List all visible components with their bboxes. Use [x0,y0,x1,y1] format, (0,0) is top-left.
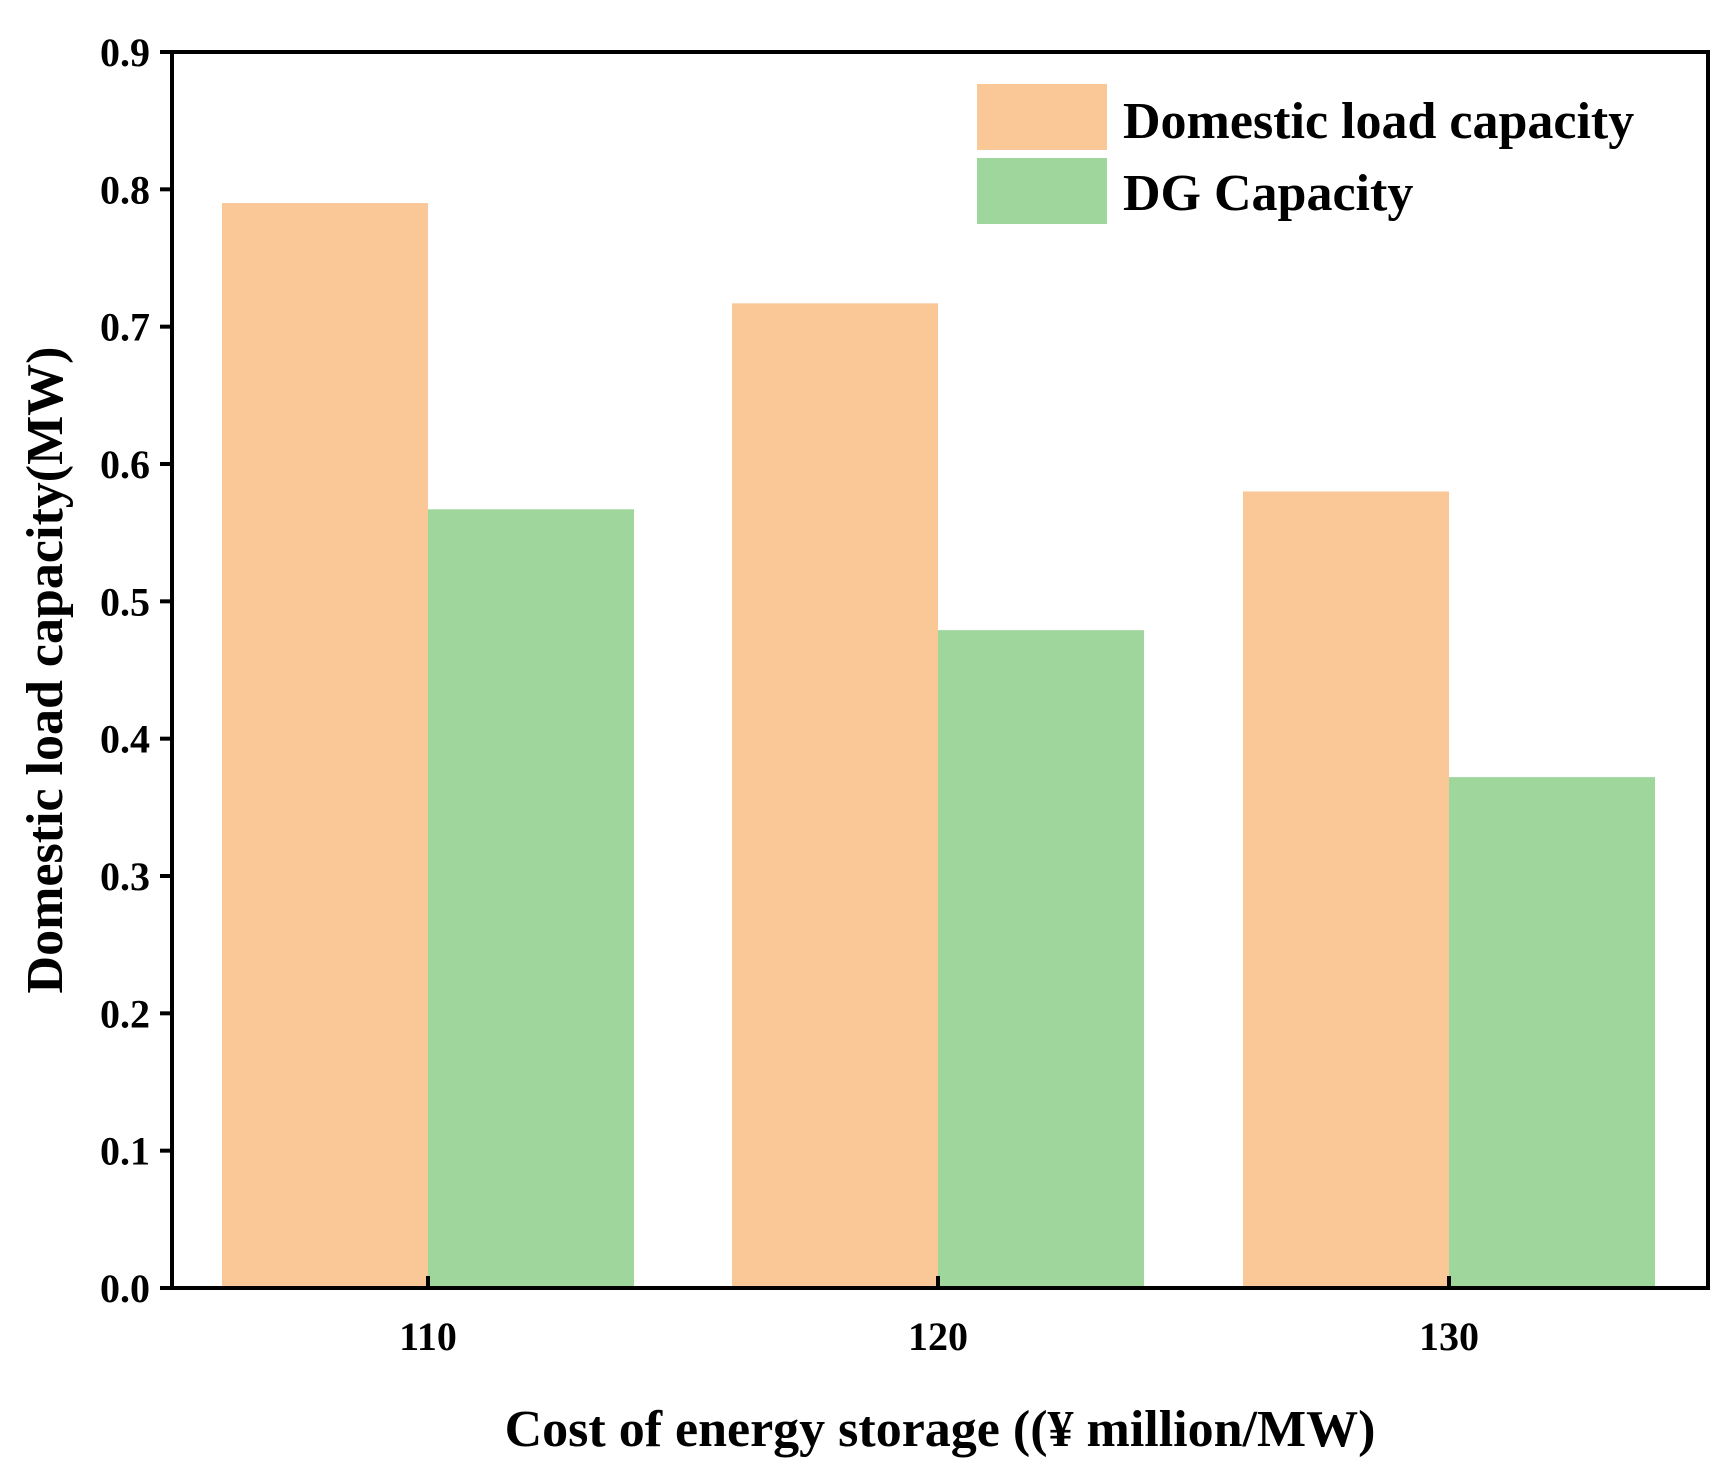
y-axis-title: Domestic load capacity(MW) [17,347,74,994]
y-tick-label-0.1: 0.1 [100,1129,150,1174]
x-tick-label-130: 130 [1419,1314,1479,1359]
bar-domestic-load-120 [732,303,938,1288]
x-tick-label-120: 120 [908,1314,968,1359]
legend-swatch-dg-capacity [977,158,1107,224]
legend-swatch-domestic-load [977,84,1107,150]
x-axis-title: Cost of energy storage ((¥ million/MW) [505,1401,1376,1458]
y-tick-label-0.5: 0.5 [100,579,150,624]
plot-area-frame [170,50,1710,1290]
bars-layer [222,203,1655,1289]
bar-dg-capacity-130 [1449,777,1655,1288]
y-tick-label-0.3: 0.3 [100,854,150,899]
y-tick-label-0.7: 0.7 [100,305,150,350]
bar-dg-capacity-120 [938,630,1144,1288]
y-tick-label-0.2: 0.2 [100,991,150,1036]
y-axis-ticks: 0.0 0.1 0.2 0.3 0.4 0.5 0.6 0.7 0.8 0.9 [100,30,172,1311]
legend-label-domestic-load: Domestic load capacity [1123,93,1634,150]
bar-domestic-load-130 [1243,491,1449,1288]
bar-domestic-load-110 [222,203,428,1289]
legend: Domestic load capacity DG Capacity [977,84,1634,224]
legend-label-dg-capacity: DG Capacity [1123,165,1413,222]
bar-dg-capacity-110 [428,509,634,1288]
y-tick-label-0.6: 0.6 [100,442,150,487]
y-tick-label-0.9: 0.9 [100,30,150,75]
y-tick-label-0.4: 0.4 [100,717,150,762]
x-axis-ticks: 110 120 130 [399,1276,1479,1359]
x-tick-label-110: 110 [399,1314,457,1359]
y-tick-label-0.8: 0.8 [100,167,150,212]
y-tick-label-0.0: 0.0 [100,1266,150,1311]
